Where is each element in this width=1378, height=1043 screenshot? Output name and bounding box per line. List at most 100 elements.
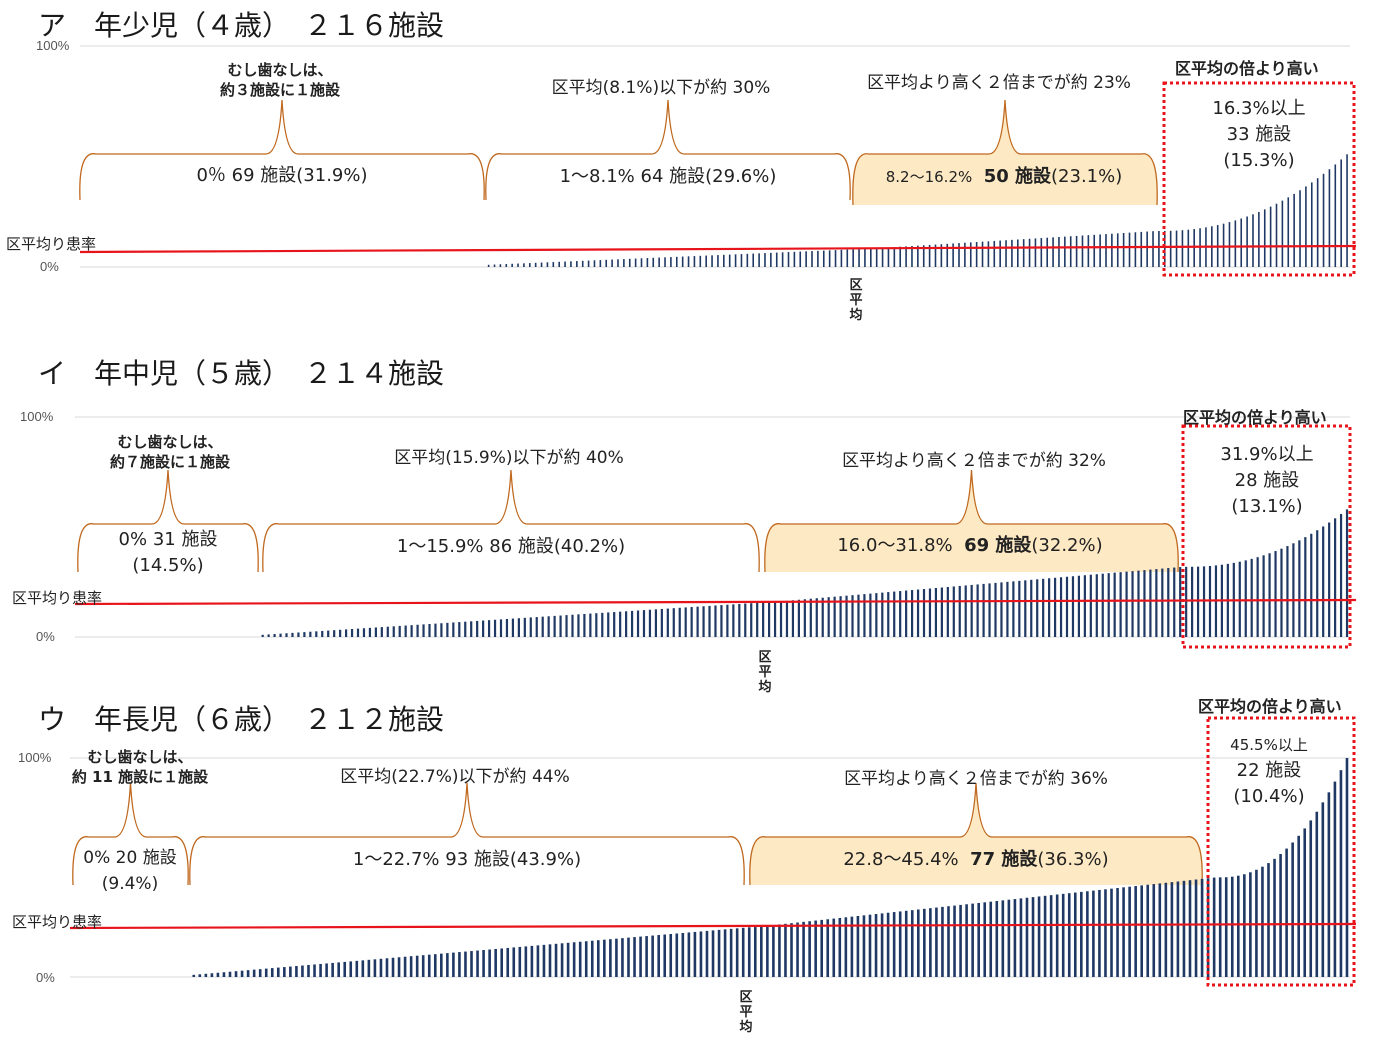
bar bbox=[240, 970, 244, 977]
bar bbox=[702, 606, 705, 637]
bar bbox=[1246, 216, 1248, 267]
pct-text: (23.1%) bbox=[1051, 166, 1123, 187]
bar bbox=[307, 965, 310, 977]
bar bbox=[285, 633, 288, 637]
bar bbox=[409, 956, 413, 977]
bar bbox=[1116, 887, 1119, 977]
bar bbox=[1173, 567, 1176, 637]
bar bbox=[905, 246, 907, 267]
bar bbox=[599, 260, 602, 267]
bar bbox=[349, 961, 353, 977]
bar bbox=[1187, 229, 1190, 267]
bar bbox=[969, 242, 972, 267]
bar bbox=[787, 252, 790, 267]
bar bbox=[464, 951, 467, 977]
bar bbox=[1018, 580, 1021, 637]
bar bbox=[198, 974, 202, 977]
bar bbox=[1222, 223, 1225, 267]
bar bbox=[660, 608, 663, 637]
bar bbox=[899, 591, 902, 637]
bar bbox=[784, 923, 787, 977]
bar bbox=[640, 258, 643, 267]
bar bbox=[642, 610, 646, 637]
high-pct: (10.4%) bbox=[1233, 786, 1305, 807]
bar bbox=[1099, 234, 1101, 267]
bar bbox=[750, 603, 753, 637]
bar bbox=[1298, 540, 1301, 637]
bar bbox=[881, 247, 884, 267]
bar bbox=[1252, 214, 1254, 267]
bar bbox=[822, 250, 825, 267]
bar bbox=[523, 263, 525, 267]
bar bbox=[1244, 560, 1247, 637]
bar bbox=[832, 918, 836, 977]
group-zero-label: 0% 20 施設 (9.4%) bbox=[72, 845, 188, 897]
bar bbox=[846, 249, 849, 267]
bar bbox=[291, 632, 294, 637]
bar bbox=[785, 600, 789, 637]
bar bbox=[576, 261, 578, 267]
count-text: 69 施設 bbox=[964, 535, 1032, 556]
bar bbox=[1281, 200, 1284, 267]
bar bbox=[1001, 900, 1005, 977]
pct-text: (36.3%) bbox=[1037, 849, 1109, 870]
bar bbox=[552, 262, 555, 267]
bar bbox=[511, 618, 515, 637]
bar bbox=[1340, 159, 1342, 267]
bar bbox=[875, 248, 878, 267]
bar bbox=[553, 615, 556, 637]
bar bbox=[827, 597, 830, 637]
bar bbox=[1000, 582, 1003, 637]
bar bbox=[611, 259, 613, 267]
bar bbox=[1087, 235, 1090, 267]
tick-0: 0% bbox=[36, 970, 55, 985]
bar bbox=[615, 938, 618, 977]
bar bbox=[1305, 186, 1307, 267]
bar bbox=[965, 904, 968, 977]
group-below-title: 区平均(8.1%)以下が約 30% bbox=[551, 78, 771, 98]
bar bbox=[781, 252, 784, 267]
high-group-label: 45.5%以上 22 施設 (10.4%) bbox=[1214, 732, 1324, 810]
group-below-label: 1～8.1% 64 施設(29.6%) bbox=[559, 166, 777, 187]
bar bbox=[1110, 888, 1113, 977]
bar bbox=[773, 601, 777, 637]
bar bbox=[517, 618, 520, 637]
bar bbox=[1269, 206, 1272, 267]
bar bbox=[681, 932, 685, 977]
bar bbox=[958, 585, 961, 637]
bar bbox=[1299, 190, 1301, 267]
bar bbox=[658, 257, 660, 267]
bar bbox=[327, 630, 330, 637]
bar bbox=[1339, 770, 1343, 977]
bar bbox=[940, 587, 943, 637]
bar bbox=[817, 250, 819, 267]
bar bbox=[1064, 236, 1066, 267]
bar bbox=[1345, 758, 1349, 977]
bar bbox=[362, 628, 366, 637]
bar bbox=[295, 966, 298, 977]
bar bbox=[929, 908, 932, 977]
bar bbox=[1104, 889, 1107, 977]
bar bbox=[928, 588, 932, 637]
note-line: 約７施設に１施設 bbox=[109, 453, 230, 471]
bar bbox=[571, 614, 574, 637]
bar bbox=[1263, 209, 1266, 267]
average-line bbox=[69, 922, 1357, 930]
high-count: 28 施設 bbox=[1234, 470, 1300, 491]
bar bbox=[192, 974, 196, 977]
bar bbox=[464, 621, 467, 637]
bar bbox=[935, 907, 938, 977]
bar bbox=[803, 599, 806, 637]
bar bbox=[499, 619, 503, 637]
bar bbox=[717, 255, 719, 267]
bar bbox=[1036, 579, 1039, 637]
bar bbox=[975, 242, 978, 267]
bar bbox=[982, 583, 985, 637]
bar bbox=[869, 593, 872, 637]
tick-0: 0% bbox=[40, 259, 59, 274]
bar bbox=[720, 605, 723, 637]
bar bbox=[356, 628, 360, 637]
x-axis-average-label: 区平均 bbox=[848, 278, 864, 323]
bar bbox=[976, 584, 979, 637]
group-fill bbox=[749, 783, 1203, 885]
